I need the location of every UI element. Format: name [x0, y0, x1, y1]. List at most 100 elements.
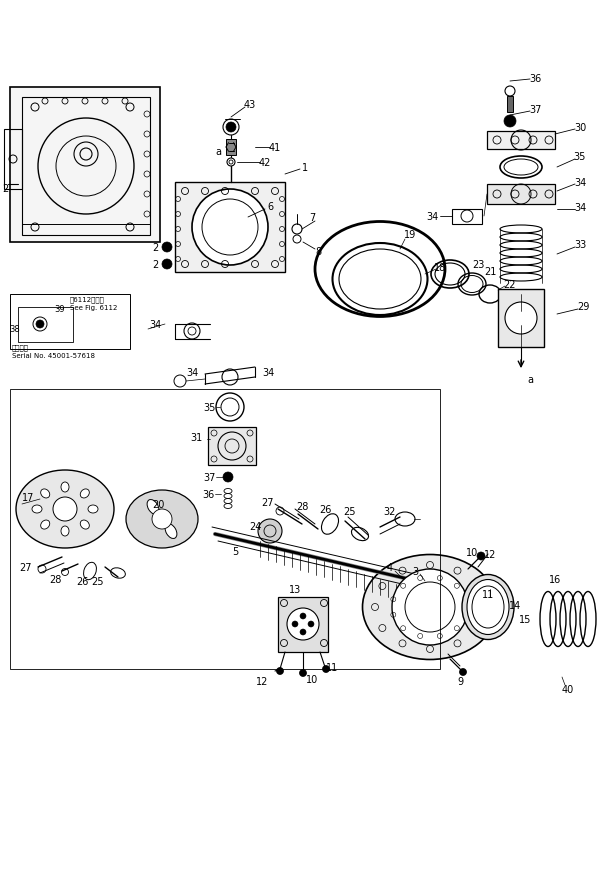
Text: 10: 10: [306, 674, 318, 684]
Text: 33: 33: [574, 240, 586, 249]
Text: 7: 7: [309, 213, 315, 222]
Text: 23: 23: [472, 260, 484, 269]
Circle shape: [300, 629, 306, 635]
Circle shape: [162, 242, 172, 253]
Circle shape: [162, 260, 172, 269]
Circle shape: [152, 509, 172, 529]
Text: 12: 12: [256, 676, 268, 687]
Text: 3: 3: [412, 567, 418, 576]
Text: 36: 36: [202, 489, 214, 500]
Text: 19: 19: [404, 229, 416, 240]
Text: a: a: [215, 147, 221, 156]
Ellipse shape: [362, 555, 498, 660]
Ellipse shape: [126, 490, 198, 548]
Circle shape: [323, 666, 330, 673]
Ellipse shape: [80, 521, 89, 529]
Text: 39: 39: [55, 305, 65, 314]
Text: 27: 27: [262, 497, 274, 507]
Text: 38: 38: [10, 325, 21, 334]
Circle shape: [292, 621, 298, 627]
Bar: [10, 295, 130, 349]
Circle shape: [460, 669, 466, 676]
Text: 25: 25: [92, 576, 104, 587]
Text: 13: 13: [289, 584, 301, 594]
Ellipse shape: [462, 574, 514, 640]
Text: 31: 31: [190, 433, 202, 442]
Ellipse shape: [61, 482, 69, 493]
Text: 11: 11: [482, 589, 494, 600]
Circle shape: [36, 321, 44, 328]
Text: 10: 10: [466, 547, 478, 557]
Text: 36: 36: [529, 74, 541, 84]
Text: 9: 9: [457, 676, 463, 687]
Circle shape: [300, 614, 306, 620]
Bar: [4, 129, 22, 189]
Ellipse shape: [16, 470, 114, 548]
Ellipse shape: [467, 580, 509, 634]
Text: 4: 4: [387, 562, 393, 573]
Bar: [278, 597, 328, 653]
Text: 32: 32: [384, 507, 396, 516]
Bar: [507, 96, 513, 113]
Text: 1: 1: [302, 163, 308, 173]
Text: 20: 20: [152, 500, 164, 509]
Bar: [22, 98, 150, 235]
Text: 34: 34: [574, 178, 586, 188]
Ellipse shape: [40, 521, 50, 529]
Text: 43: 43: [244, 100, 256, 109]
Text: 42: 42: [259, 158, 271, 168]
Ellipse shape: [88, 506, 98, 514]
Text: 22: 22: [504, 280, 516, 289]
Text: 37: 37: [529, 105, 541, 115]
Bar: [498, 289, 544, 348]
Bar: [175, 182, 285, 273]
Text: 26: 26: [319, 504, 331, 514]
Text: 2: 2: [152, 260, 158, 269]
Text: 29: 29: [577, 302, 589, 312]
Text: a: a: [527, 375, 533, 385]
Text: 30: 30: [574, 123, 586, 133]
Text: 21: 21: [484, 267, 496, 276]
Text: 25: 25: [344, 507, 356, 516]
Text: 28: 28: [49, 574, 61, 584]
Text: 15: 15: [519, 614, 531, 624]
Text: 14: 14: [509, 600, 521, 610]
Text: 34: 34: [186, 368, 198, 377]
Ellipse shape: [80, 489, 89, 499]
Text: 18: 18: [434, 262, 446, 273]
Text: 27: 27: [19, 562, 31, 573]
Text: 24: 24: [249, 521, 261, 531]
Text: 2: 2: [2, 183, 8, 194]
Circle shape: [223, 473, 233, 482]
Text: 40: 40: [562, 684, 574, 694]
Text: 34: 34: [149, 320, 161, 329]
Circle shape: [287, 608, 319, 640]
Bar: [208, 428, 256, 466]
Bar: [10, 88, 160, 242]
Text: 5: 5: [232, 547, 238, 556]
Circle shape: [277, 667, 283, 674]
Text: 适用车号: 适用车号: [12, 344, 29, 351]
Text: 34: 34: [262, 368, 274, 377]
Text: 35: 35: [574, 152, 586, 162]
Circle shape: [505, 302, 537, 335]
Text: See Fig. 6112: See Fig. 6112: [70, 305, 117, 310]
Circle shape: [392, 569, 468, 646]
Text: 35: 35: [204, 402, 216, 413]
Bar: [18, 308, 73, 342]
Circle shape: [53, 497, 77, 521]
Bar: [487, 132, 555, 149]
Text: 16: 16: [549, 574, 561, 584]
Circle shape: [504, 116, 516, 128]
Bar: [452, 209, 482, 225]
Text: Serial No. 45001-57618: Serial No. 45001-57618: [12, 353, 95, 359]
Text: 37: 37: [204, 473, 216, 482]
Circle shape: [477, 553, 485, 561]
Text: 6: 6: [267, 202, 273, 212]
Text: 8: 8: [315, 247, 321, 256]
Ellipse shape: [165, 524, 177, 539]
Ellipse shape: [61, 527, 69, 536]
Bar: [487, 185, 555, 205]
Text: 41: 41: [269, 143, 281, 153]
Ellipse shape: [32, 506, 42, 514]
